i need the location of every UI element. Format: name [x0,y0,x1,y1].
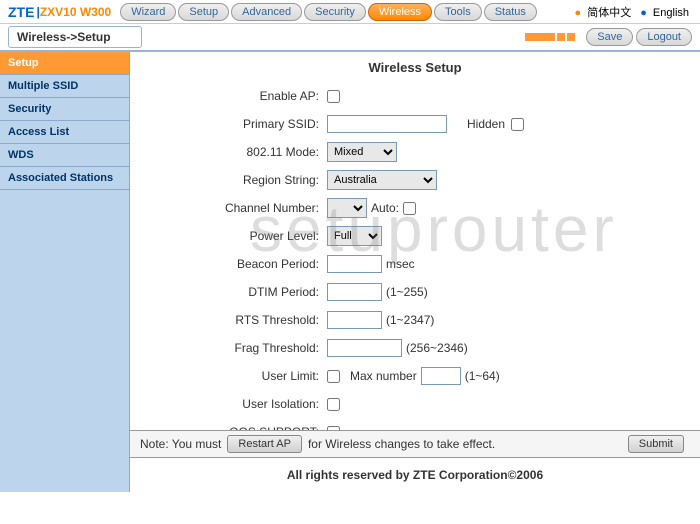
rts-input[interactable] [327,311,382,329]
primary-ssid-input[interactable] [327,115,447,133]
restart-ap-button[interactable]: Restart AP [227,435,302,453]
tab-advanced[interactable]: Advanced [231,3,302,21]
submit-button[interactable]: Submit [628,435,684,453]
region-label: Region String: [142,173,327,187]
user-limit-checkbox[interactable] [327,370,340,383]
frag-input[interactable] [327,339,402,357]
sidebar-item-associated-stations[interactable]: Associated Stations [0,167,129,190]
sidebar-item-security[interactable]: Security [0,98,129,121]
hidden-checkbox[interactable] [511,118,524,131]
lang-cn-link[interactable]: 简体中文 [587,7,631,19]
dtim-range: (1~255) [386,285,428,299]
model-label: ZXV10 W300 [40,5,111,19]
breadcrumb-row: Wireless->Setup Save Logout [0,24,700,52]
beacon-unit: msec [386,257,415,271]
rts-label: RTS Threshold: [142,313,327,327]
tab-wizard[interactable]: Wizard [120,3,176,21]
max-number-input[interactable] [421,367,461,385]
sidebar-item-multiple-ssid[interactable]: Multiple SSID [0,75,129,98]
sidebar-item-access-list[interactable]: Access List [0,121,129,144]
mode-select[interactable]: Mixed [327,142,397,162]
channel-select[interactable] [327,198,367,218]
top-nav: ZTE | ZXV10 W300 WizardSetupAdvancedSecu… [0,0,700,24]
auto-label: Auto: [371,201,399,215]
frag-range: (256~2346) [406,341,468,355]
enable-ap-label: Enable AP: [142,89,327,103]
tab-tools[interactable]: Tools [434,3,482,21]
beacon-input[interactable] [327,255,382,273]
content-panel: setuprouter Wireless Setup Enable AP: Pr… [130,52,700,492]
lang-en-link[interactable]: English [653,7,689,19]
sidebar-item-setup[interactable]: Setup [0,52,129,75]
mode-label: 802.11 Mode: [142,145,327,159]
footer-copyright: All rights reserved by ZTE Corporation©2… [130,468,700,482]
page-title: Wireless Setup [142,60,688,75]
logout-button[interactable]: Logout [636,28,692,46]
sidebar-item-wds[interactable]: WDS [0,144,129,167]
user-limit-label: User Limit: [142,369,327,383]
save-button[interactable]: Save [586,28,633,46]
lang-en-dot: ● [640,7,647,19]
language-switch: ● 简体中文 ● English [572,4,692,20]
primary-ssid-label: Primary SSID: [142,117,327,131]
tab-security[interactable]: Security [304,3,366,21]
note-row: Note: You must Restart AP for Wireless c… [130,430,700,458]
power-select[interactable]: Full [327,226,382,246]
max-number-label: Max number [350,369,417,383]
user-limit-range: (1~64) [465,369,500,383]
dtim-label: DTIM Period: [142,285,327,299]
enable-ap-checkbox[interactable] [327,90,340,103]
rts-range: (1~2347) [386,313,434,327]
frag-label: Frag Threshold: [142,341,327,355]
channel-label: Channel Number: [142,201,327,215]
auto-checkbox[interactable] [403,202,416,215]
user-isolation-checkbox[interactable] [327,398,340,411]
tab-setup[interactable]: Setup [178,3,229,21]
dtim-input[interactable] [327,283,382,301]
note-suffix: for Wireless changes to take effect. [308,437,495,451]
tab-wireless[interactable]: Wireless [368,3,432,21]
region-select[interactable]: Australia [327,170,437,190]
sidebar: SetupMultiple SSIDSecurityAccess ListWDS… [0,52,130,492]
brand-logo: ZTE [8,4,34,20]
user-isolation-label: User Isolation: [142,397,327,411]
lang-cn-dot: ● [575,7,582,19]
power-label: Power Level: [142,229,327,243]
hidden-label: Hidden [467,117,505,131]
accent-bars [523,30,575,44]
main-area: SetupMultiple SSIDSecurityAccess ListWDS… [0,52,700,492]
tab-status[interactable]: Status [484,3,537,21]
beacon-label: Beacon Period: [142,257,327,271]
note-prefix: Note: You must [140,437,221,451]
breadcrumb: Wireless->Setup [8,26,142,48]
